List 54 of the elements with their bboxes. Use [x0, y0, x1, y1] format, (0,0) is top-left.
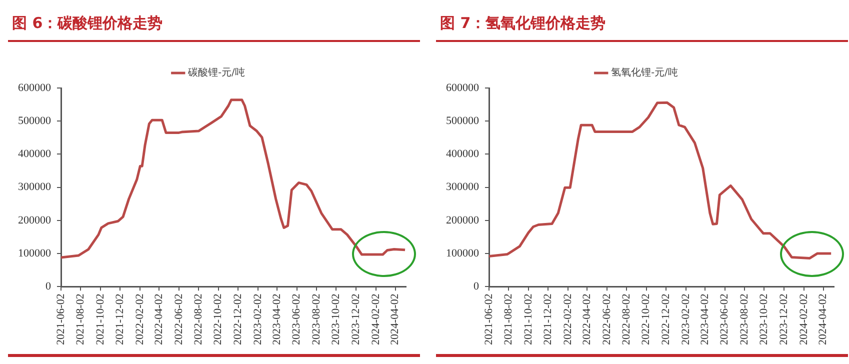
x-tick-label: 2022-08-02: [620, 294, 633, 345]
x-tick-label: 2023-08-02: [310, 294, 322, 345]
y-tick-label: 400000: [446, 148, 480, 160]
x-tick-label: 2022-06-02: [172, 294, 185, 345]
x-tick-label: 2022-12-02: [232, 294, 244, 345]
y-tick-label: 500000: [18, 115, 52, 128]
x-tick-label: 2022-02-02: [562, 294, 574, 345]
x-tick-label: 2021-08-02: [74, 294, 87, 345]
x-tick-label: 2021-10-02: [94, 294, 106, 345]
x-tick-label: 2024-02-02: [370, 294, 382, 345]
y-tick-label: 600000: [18, 82, 52, 94]
x-tick-label: 2023-08-02: [738, 294, 750, 345]
x-tick-label: 2023-10-02: [758, 294, 770, 345]
x-tick-label: 2022-06-02: [600, 294, 613, 345]
x-tick-label: 2023-06-02: [290, 294, 303, 345]
x-tick-label: 2022-10-02: [212, 294, 224, 345]
y-tick-label: 600000: [446, 82, 480, 94]
x-tick-label: 2023-10-02: [330, 294, 342, 345]
y-tick-label: 0: [46, 280, 52, 293]
x-tick-label: 2021-12-02: [114, 294, 126, 345]
x-tick-label: 2024-04-02: [817, 294, 830, 345]
y-tick-label: 200000: [18, 214, 52, 226]
y-tick-label: 300000: [18, 181, 52, 194]
y-tick-label: 0: [474, 280, 480, 293]
x-tick-label: 2023-04-02: [271, 294, 283, 345]
x-tick-label: 2021-06-02: [482, 294, 495, 345]
y-tick-label: 300000: [446, 181, 480, 194]
y-tick-label: 100000: [446, 247, 480, 260]
x-tick-label: 2023-02-02: [252, 294, 264, 345]
x-tick-label: 2021-10-02: [522, 294, 534, 345]
y-tick-label: 400000: [18, 148, 52, 160]
x-tick-label: 2024-02-02: [798, 294, 810, 345]
legend-label: 氢氧化锂-元/吨: [611, 66, 678, 79]
x-tick-label: 2021-06-02: [54, 294, 67, 345]
x-tick-label: 2022-10-02: [640, 294, 652, 345]
x-tick-label: 2023-06-02: [718, 294, 731, 345]
y-tick-label: 500000: [446, 115, 480, 128]
x-tick-label: 2023-12-02: [778, 294, 790, 345]
chart-title: 图 7：氢氧化锂价格走势: [436, 8, 848, 42]
x-tick-label: 2023-02-02: [680, 294, 692, 345]
x-tick-label: 2022-04-02: [153, 294, 166, 345]
x-tick-label: 2022-02-02: [134, 294, 146, 345]
x-tick-label: 2022-04-02: [581, 294, 594, 345]
x-tick-label: 2022-08-02: [192, 294, 205, 345]
legend-label: 碳酸锂-元/吨: [187, 66, 245, 79]
y-tick-label: 100000: [18, 247, 52, 260]
x-tick-label: 2024-04-02: [389, 294, 402, 345]
x-tick-label: 2021-12-02: [542, 294, 554, 345]
x-tick-label: 2021-08-02: [502, 294, 515, 345]
chart-title: 图 6：碳酸锂价格走势: [8, 8, 420, 42]
x-tick-label: 2023-12-02: [350, 294, 362, 345]
x-tick-label: 2023-04-02: [699, 294, 711, 345]
x-tick-label: 2022-12-02: [660, 294, 672, 345]
y-tick-label: 200000: [446, 214, 480, 226]
